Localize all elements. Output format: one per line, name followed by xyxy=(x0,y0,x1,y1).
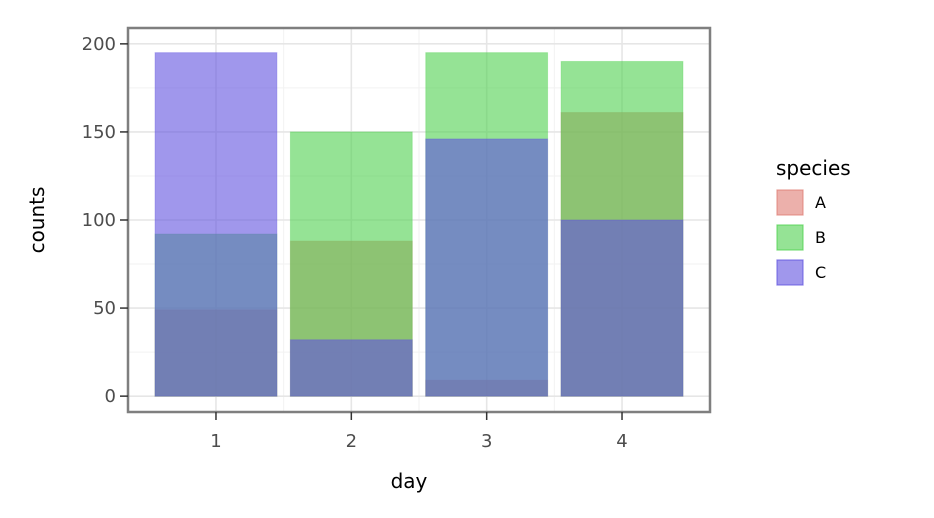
legend-label-c: C xyxy=(815,263,826,282)
bar-c-day-4 xyxy=(560,219,684,397)
y-axis-title: counts xyxy=(25,187,49,254)
x-tick-label: 4 xyxy=(616,431,627,452)
legend: species ABC xyxy=(776,156,851,286)
legend-swatch-c xyxy=(776,259,804,286)
legend-swatch-b xyxy=(776,224,804,251)
y-tick-label: 150 xyxy=(82,122,116,143)
bar-c-day-1 xyxy=(154,52,278,397)
y-tick-label: 100 xyxy=(82,210,116,231)
x-tick-label: 2 xyxy=(346,431,357,452)
y-tick-label: 0 xyxy=(105,386,116,407)
x-axis-title: day xyxy=(391,469,428,493)
legend-swatch-a xyxy=(776,189,804,216)
y-tick-label: 50 xyxy=(93,298,116,319)
x-tick-label: 3 xyxy=(481,431,492,452)
bar-c-day-3 xyxy=(425,138,549,397)
y-tick-label: 200 xyxy=(82,34,116,55)
x-tick-label: 1 xyxy=(210,431,221,452)
legend-label-a: A xyxy=(815,193,826,212)
axes: 0 50 100 150 200 1 2 3 4 xyxy=(82,34,628,452)
legend-label-b: B xyxy=(815,228,826,247)
bar-c-day-2 xyxy=(289,339,413,397)
bars xyxy=(154,52,684,397)
legend-title: species xyxy=(776,156,851,180)
